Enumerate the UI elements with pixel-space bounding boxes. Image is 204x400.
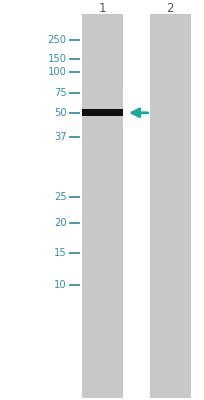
Text: 10: 10 (54, 280, 66, 290)
Text: 100: 100 (48, 67, 66, 77)
Text: 75: 75 (54, 88, 66, 98)
Text: 150: 150 (47, 54, 66, 64)
Text: 25: 25 (54, 192, 66, 202)
Text: 2: 2 (166, 2, 173, 14)
Text: 250: 250 (47, 35, 66, 45)
Text: 15: 15 (54, 248, 66, 258)
Bar (149, 14, 190, 398)
Bar (82, 109, 122, 116)
Bar (82, 14, 122, 398)
Text: 50: 50 (54, 108, 66, 118)
Text: 37: 37 (54, 132, 66, 142)
Text: 1: 1 (98, 2, 106, 14)
Text: 20: 20 (54, 218, 66, 228)
